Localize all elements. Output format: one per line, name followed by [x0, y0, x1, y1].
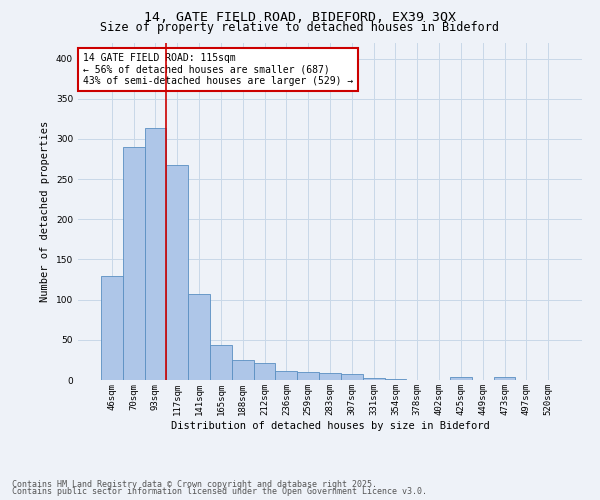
Bar: [188, 294, 210, 380]
Bar: [232, 360, 254, 380]
Bar: [145, 128, 166, 380]
X-axis label: Distribution of detached houses by size in Bideford: Distribution of detached houses by size …: [170, 420, 490, 430]
Text: 14, GATE FIELD ROAD, BIDEFORD, EX39 3QX: 14, GATE FIELD ROAD, BIDEFORD, EX39 3QX: [144, 11, 456, 24]
Bar: [494, 377, 515, 380]
Text: Size of property relative to detached houses in Bideford: Size of property relative to detached ho…: [101, 22, 499, 35]
Bar: [210, 346, 232, 380]
Bar: [275, 371, 297, 380]
Y-axis label: Number of detached properties: Number of detached properties: [40, 120, 50, 302]
Bar: [341, 374, 363, 380]
Text: Contains HM Land Registry data © Crown copyright and database right 2025.: Contains HM Land Registry data © Crown c…: [12, 480, 377, 489]
Bar: [450, 377, 472, 380]
Bar: [254, 363, 275, 380]
Text: 14 GATE FIELD ROAD: 115sqm
← 56% of detached houses are smaller (687)
43% of sem: 14 GATE FIELD ROAD: 115sqm ← 56% of deta…: [83, 52, 353, 86]
Bar: [297, 372, 319, 380]
Bar: [363, 378, 385, 380]
Text: Contains public sector information licensed under the Open Government Licence v3: Contains public sector information licen…: [12, 488, 427, 496]
Bar: [101, 276, 123, 380]
Bar: [123, 147, 145, 380]
Bar: [319, 373, 341, 380]
Bar: [385, 379, 406, 380]
Bar: [166, 164, 188, 380]
